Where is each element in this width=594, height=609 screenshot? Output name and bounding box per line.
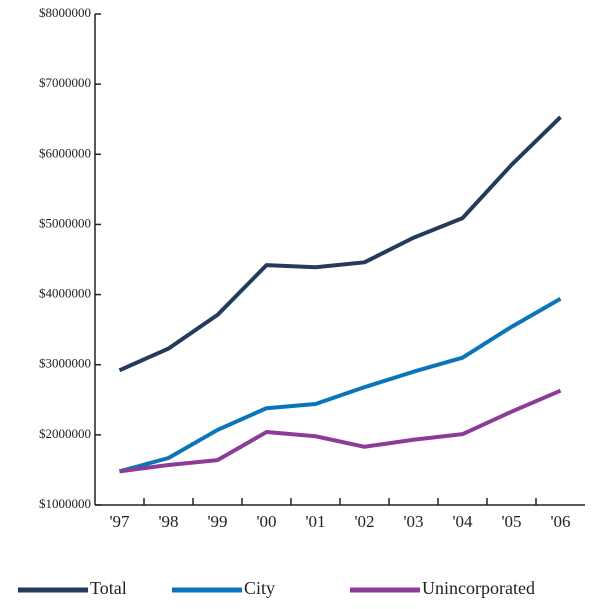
x-tick-label: '99: [207, 512, 227, 531]
legend-label: Unincorporated: [422, 578, 535, 598]
x-tick-label: '06: [550, 512, 570, 531]
y-tick-label: $2000000: [39, 426, 91, 441]
y-tick-label: $6000000: [39, 145, 91, 160]
x-tick-label: '97: [109, 512, 130, 531]
y-tick-label: $1000000: [39, 496, 91, 511]
y-tick-label: $7000000: [39, 75, 91, 90]
y-tick-label: $3000000: [39, 356, 91, 371]
y-tick-label: $5000000: [39, 215, 91, 230]
series-line: [118, 115, 562, 373]
x-tick-label: '05: [501, 512, 521, 531]
x-tick-label: '04: [452, 512, 473, 531]
x-tick-label: '00: [256, 512, 276, 531]
x-tick-label: '01: [305, 512, 325, 531]
series-line: [119, 388, 562, 474]
y-tick-label: $8000000: [39, 5, 91, 20]
series-line: [118, 297, 562, 474]
y-tick-label: $4000000: [39, 286, 91, 301]
x-tick-label: '02: [354, 512, 374, 531]
legend-label: City: [244, 578, 275, 598]
legend-label: Total: [90, 578, 127, 598]
x-tick-label: '98: [158, 512, 178, 531]
x-tick-label: '03: [403, 512, 423, 531]
